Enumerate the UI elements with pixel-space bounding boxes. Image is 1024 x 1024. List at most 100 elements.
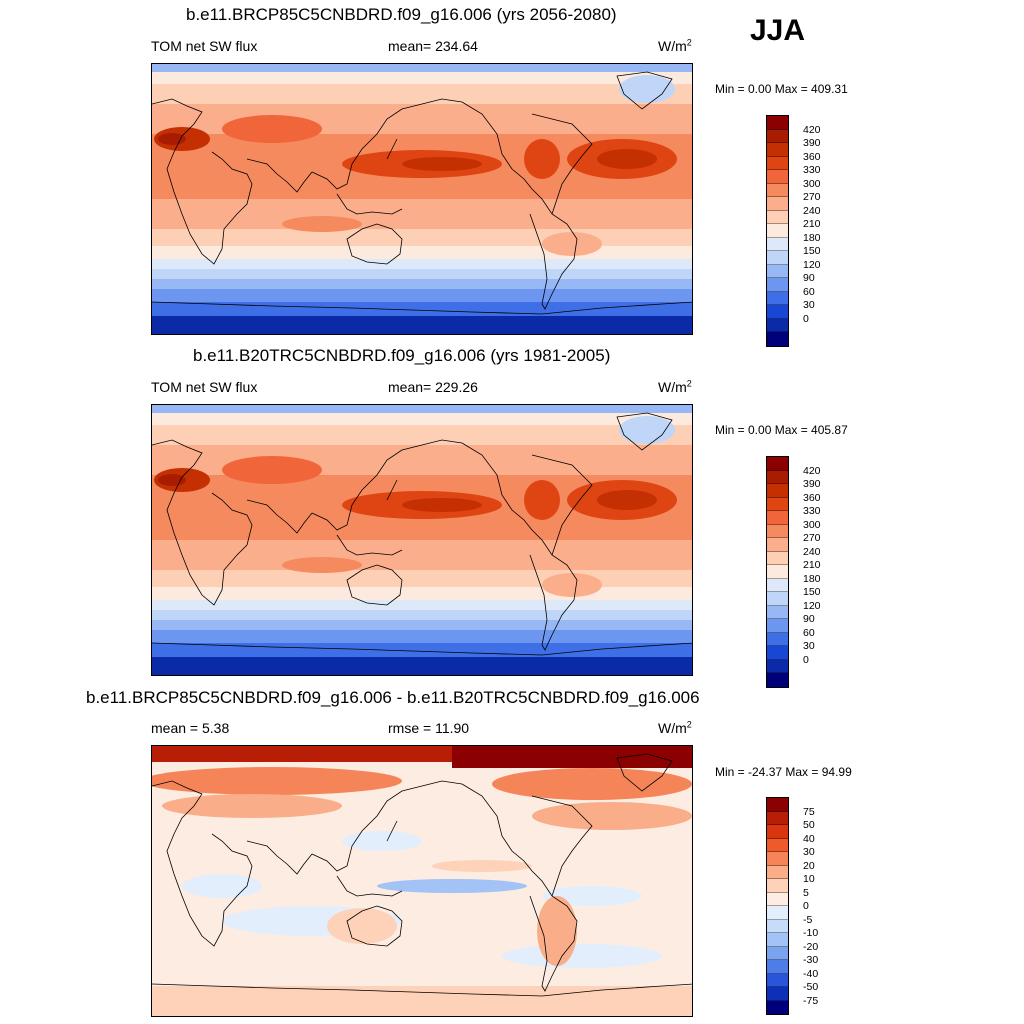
- colorbar-tick-label: 360: [803, 150, 821, 163]
- colorbar-swatch: [767, 632, 788, 646]
- colorbar-swatch: [767, 251, 788, 265]
- colorbar-tick-label: 30: [803, 299, 815, 311]
- colorbar-tick-label: 420: [803, 123, 821, 136]
- colorbar-tick-label: 390: [803, 137, 821, 149]
- colorbar-swatch: [767, 798, 788, 812]
- variable-label: TOM net SW flux: [151, 38, 258, 54]
- colorbar-swatch: [767, 933, 788, 947]
- rmse-label: rmse = 11.90: [388, 720, 470, 736]
- colorbar-swatch: [767, 578, 788, 592]
- mean-label: mean= 234.64: [388, 38, 478, 54]
- colorbar: [766, 115, 789, 347]
- colorbar-swatch: [767, 892, 788, 906]
- colorbar-swatch: [767, 484, 788, 498]
- colorbar-tick-label: 330: [803, 505, 821, 517]
- colorbar-swatch: [767, 291, 788, 305]
- colorbar-swatch: [767, 237, 788, 251]
- colorbar-swatch: [767, 538, 788, 552]
- colorbar-tick-label: -40: [803, 967, 819, 980]
- colorbar-swatch: [767, 470, 788, 484]
- coastline: [311, 780, 463, 872]
- colorbar-tick-label: -5: [803, 913, 813, 926]
- colorbar-swatch: [767, 278, 788, 292]
- colorbar-tick-label: 50: [803, 819, 815, 831]
- coastline: [336, 534, 403, 556]
- coastline: [386, 138, 398, 160]
- coastline: [531, 795, 593, 897]
- colorbar-swatch: [767, 565, 788, 579]
- colorbar-tick-label: -75: [803, 994, 819, 1007]
- colorbar-swatch: [767, 116, 788, 130]
- colorbar-tick-label: 0: [803, 900, 809, 912]
- mean-label: mean = 5.38: [151, 720, 230, 736]
- coastline: [346, 223, 403, 265]
- colorbar-swatch: [767, 673, 788, 687]
- coastline: [531, 113, 593, 215]
- colorbar-swatch: [767, 156, 788, 170]
- colorbar-swatch: [767, 919, 788, 933]
- coastline: [246, 499, 313, 534]
- coastline: [529, 188, 578, 310]
- world-map: [151, 404, 693, 676]
- colorbar-tick-label: 5: [803, 886, 809, 899]
- colorbar-swatch: [767, 973, 788, 987]
- colorbar-swatch: [767, 224, 788, 238]
- mean-label: mean= 229.26: [388, 379, 478, 395]
- colorbar-tick-label: 30: [803, 640, 815, 652]
- colorbar-swatch: [767, 511, 788, 525]
- unit-label: W/m2: [658, 378, 692, 395]
- colorbar-tick-label: 270: [803, 532, 821, 544]
- colorbar-tick-label: 420: [803, 464, 821, 477]
- colorbar-swatch: [767, 551, 788, 565]
- colorbar-swatch: [767, 497, 788, 511]
- coastline: [152, 439, 253, 606]
- colorbar-swatch: [767, 332, 788, 346]
- coastline: [529, 529, 578, 651]
- colorbar-tick-label: 90: [803, 272, 815, 284]
- variable-label: TOM net SW flux: [151, 379, 258, 395]
- coastline: [152, 983, 692, 997]
- coastline: [616, 71, 673, 110]
- colorbar-swatch: [767, 305, 788, 319]
- colorbar-swatch: [767, 143, 788, 157]
- colorbar-swatch: [767, 646, 788, 660]
- colorbar-swatch: [767, 318, 788, 332]
- colorbar-swatch: [767, 838, 788, 852]
- coastline: [246, 840, 313, 875]
- colorbar-tick-label: 210: [803, 218, 821, 230]
- colorbar-swatch: [767, 825, 788, 839]
- colorbar-tick-label: 270: [803, 191, 821, 203]
- coastline: [336, 193, 403, 215]
- coastline: [311, 98, 463, 190]
- colorbar-tick-label: 180: [803, 231, 821, 244]
- panel-title: b.e11.BRCP85C5CNBDRD.f09_g16.006 - b.e11…: [86, 688, 700, 707]
- colorbar-swatch: [767, 264, 788, 278]
- colorbar-tick-label: 300: [803, 518, 821, 531]
- coastline: [311, 439, 463, 531]
- world-map: [151, 745, 693, 1017]
- coastline: [246, 158, 313, 193]
- coastline: [616, 753, 673, 792]
- colorbar-tick-label: 75: [803, 805, 815, 818]
- colorbar-tick-label: 30: [803, 846, 815, 858]
- colorbar-tick-label: 240: [803, 204, 821, 217]
- coastline: [336, 875, 403, 897]
- colorbar-swatch: [767, 592, 788, 606]
- coastline: [386, 820, 398, 842]
- coastline: [346, 564, 403, 606]
- coastline: [531, 454, 593, 556]
- min-max-label: Min = 0.00 Max = 409.31: [715, 82, 848, 96]
- colorbar-swatch: [767, 1000, 788, 1014]
- colorbar-swatch: [767, 210, 788, 224]
- colorbar-tick-label: 390: [803, 478, 821, 490]
- colorbar-tick-label: 60: [803, 285, 815, 298]
- colorbar-tick-label: 90: [803, 613, 815, 625]
- colorbar-tick-label: 180: [803, 572, 821, 585]
- colorbar: [766, 797, 789, 1015]
- panel-title: b.e11.BRCP85C5CNBDRD.f09_g16.006 (yrs 20…: [186, 5, 617, 24]
- colorbar-tick-label: 20: [803, 859, 815, 872]
- colorbar-tick-label: 360: [803, 491, 821, 504]
- colorbar-swatch: [767, 197, 788, 211]
- colorbar: [766, 456, 789, 688]
- colorbar-swatch: [767, 960, 788, 974]
